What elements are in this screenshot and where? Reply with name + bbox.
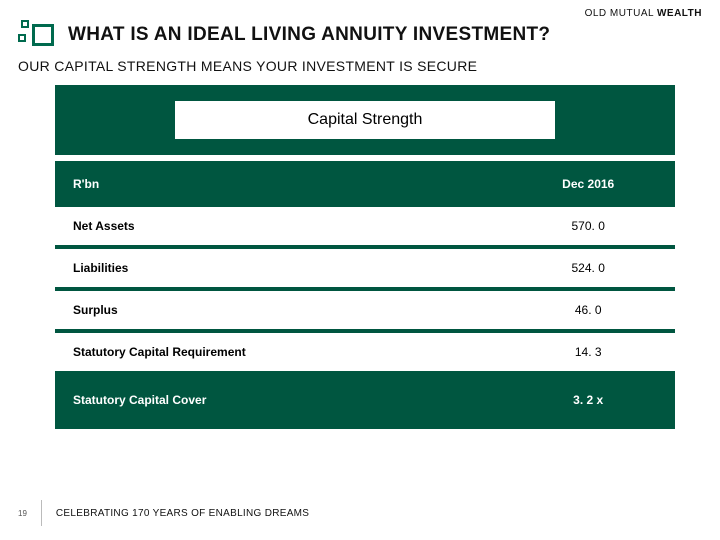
brand-part2: WEALTH — [657, 8, 702, 19]
row-value: 524. 0 — [501, 249, 675, 287]
row-label: Surplus — [55, 291, 501, 329]
divider — [41, 500, 42, 526]
page-subtitle: OUR CAPITAL STRENGTH MEANS YOUR INVESTME… — [18, 58, 477, 74]
brand-label: OLD MUTUAL WEALTH — [585, 8, 702, 19]
row-label: Statutory Capital Requirement — [55, 333, 501, 371]
table-heading: Capital Strength — [175, 101, 555, 139]
row-value: 46. 0 — [501, 291, 675, 329]
slide-footer: 19 CELEBRATING 170 YEARS OF ENABLING DRE… — [18, 500, 309, 526]
row-label: Net Assets — [55, 207, 501, 245]
row-value: 14. 3 — [501, 333, 675, 371]
footer-label: Statutory Capital Cover — [55, 375, 501, 425]
column-header-value: Dec 2016 — [501, 165, 675, 203]
page-title: WHAT IS AN IDEAL LIVING ANNUITY INVESTME… — [68, 24, 550, 46]
table-row: Net Assets 570. 0 — [55, 207, 675, 245]
table-footer-row: Statutory Capital Cover 3. 2 x — [55, 375, 675, 425]
data-table: R'bn Dec 2016 Net Assets 570. 0 Liabilit… — [55, 161, 675, 429]
table-row: Liabilities 524. 0 — [55, 249, 675, 287]
table-row: Surplus 46. 0 — [55, 291, 675, 329]
row-label: Liabilities — [55, 249, 501, 287]
capital-strength-table: Capital Strength R'bn Dec 2016 Net Asset… — [55, 85, 675, 429]
footer-value: 3. 2 x — [501, 375, 675, 425]
page-number: 19 — [18, 509, 27, 518]
row-value: 570. 0 — [501, 207, 675, 245]
table-header-row: R'bn Dec 2016 — [55, 165, 675, 203]
tagline: CELEBRATING 170 YEARS OF ENABLING DREAMS — [56, 508, 309, 519]
column-header-label: R'bn — [55, 165, 501, 203]
table-banner: Capital Strength — [55, 85, 675, 155]
table-row: Statutory Capital Requirement 14. 3 — [55, 333, 675, 371]
brand-part1: OLD MUTUAL — [585, 8, 657, 19]
logo-icon — [18, 20, 58, 48]
